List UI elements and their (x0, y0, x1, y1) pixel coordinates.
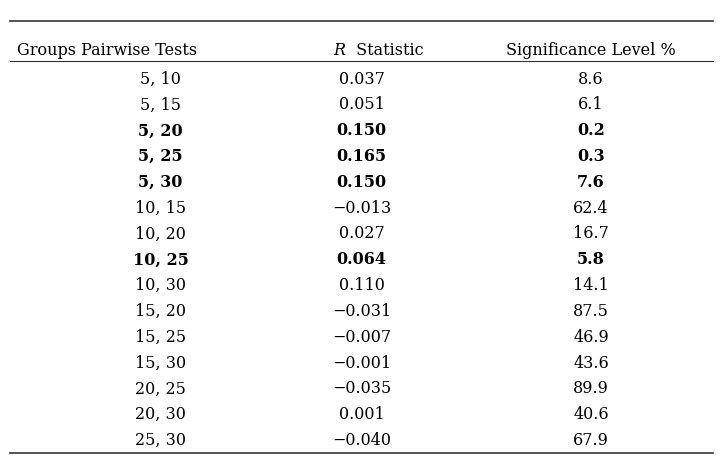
Text: 8.6: 8.6 (578, 71, 604, 88)
Text: 15, 25: 15, 25 (135, 329, 187, 346)
Text: 5, 15: 5, 15 (140, 97, 181, 114)
Text: 10, 20: 10, 20 (135, 226, 186, 243)
Text: Groups Pairwise Tests: Groups Pairwise Tests (17, 41, 197, 58)
Text: 7.6: 7.6 (577, 174, 605, 191)
Text: 20, 30: 20, 30 (135, 406, 186, 423)
Text: 0.3: 0.3 (577, 148, 605, 165)
Text: 46.9: 46.9 (573, 329, 609, 346)
Text: 16.7: 16.7 (573, 226, 609, 243)
Text: 87.5: 87.5 (573, 303, 609, 320)
Text: 5, 10: 5, 10 (140, 71, 181, 88)
Text: −0.040: −0.040 (332, 432, 391, 449)
Text: 0.150: 0.150 (336, 122, 387, 139)
Text: −0.001: −0.001 (332, 355, 391, 372)
Text: 0.2: 0.2 (577, 122, 605, 139)
Text: 89.9: 89.9 (573, 381, 609, 398)
Text: 20, 25: 20, 25 (135, 381, 186, 398)
Text: 67.9: 67.9 (573, 432, 609, 449)
Text: 15, 20: 15, 20 (135, 303, 186, 320)
Text: 62.4: 62.4 (573, 200, 609, 217)
Text: 5, 25: 5, 25 (138, 148, 183, 165)
Text: 6.1: 6.1 (578, 97, 604, 114)
Text: 14.1: 14.1 (573, 277, 609, 294)
Text: R: R (333, 41, 345, 58)
Text: −0.007: −0.007 (332, 329, 391, 346)
Text: 40.6: 40.6 (573, 406, 609, 423)
Text: 5.8: 5.8 (577, 252, 605, 268)
Text: 10, 15: 10, 15 (135, 200, 187, 217)
Text: 5, 20: 5, 20 (138, 122, 183, 139)
Text: 0.051: 0.051 (338, 97, 385, 114)
Text: 0.027: 0.027 (338, 226, 385, 243)
Text: 0.064: 0.064 (336, 252, 387, 268)
Text: 10, 30: 10, 30 (135, 277, 186, 294)
Text: 0.037: 0.037 (338, 71, 385, 88)
Text: Statistic: Statistic (351, 41, 424, 58)
Text: −0.031: −0.031 (332, 303, 391, 320)
Text: 10, 25: 10, 25 (133, 252, 189, 268)
Text: 5, 30: 5, 30 (138, 174, 183, 191)
Text: 0.110: 0.110 (338, 277, 385, 294)
Text: 0.150: 0.150 (336, 174, 387, 191)
Text: 15, 30: 15, 30 (135, 355, 187, 372)
Text: 0.165: 0.165 (336, 148, 387, 165)
Text: 25, 30: 25, 30 (135, 432, 186, 449)
Text: −0.013: −0.013 (332, 200, 391, 217)
Text: Significance Level %: Significance Level % (506, 41, 676, 58)
Text: 0.001: 0.001 (338, 406, 385, 423)
Text: 43.6: 43.6 (573, 355, 609, 372)
Text: −0.035: −0.035 (332, 381, 391, 398)
